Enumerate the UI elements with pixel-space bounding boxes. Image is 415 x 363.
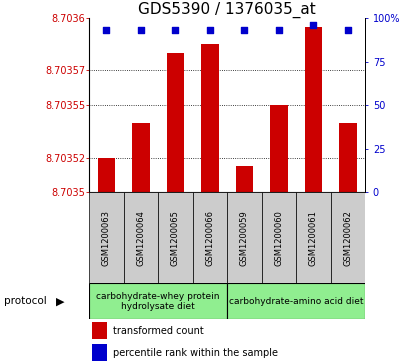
Point	[344, 28, 351, 33]
Text: GSM1200065: GSM1200065	[171, 210, 180, 266]
Bar	[98, 158, 115, 192]
Point	[172, 28, 179, 33]
Bar	[339, 123, 356, 192]
Bar	[92, 322, 107, 339]
Bar	[89, 192, 124, 283]
Text: protocol: protocol	[4, 296, 47, 306]
Point	[241, 28, 248, 33]
Bar	[227, 192, 262, 283]
Point	[138, 28, 144, 33]
Bar	[262, 192, 296, 283]
Bar	[193, 192, 227, 283]
Text: transformed count: transformed count	[113, 326, 203, 336]
Bar	[270, 105, 288, 192]
Bar	[124, 192, 158, 283]
Bar	[201, 44, 219, 192]
Bar	[331, 192, 365, 283]
Bar	[92, 344, 107, 361]
Bar	[236, 166, 253, 192]
Bar	[227, 283, 365, 319]
Text: GSM1200062: GSM1200062	[344, 210, 352, 266]
Text: carbohydrate-amino acid diet: carbohydrate-amino acid diet	[229, 297, 364, 306]
Text: ▶: ▶	[56, 296, 64, 306]
Point	[207, 28, 213, 33]
Bar	[296, 192, 331, 283]
Text: GSM1200061: GSM1200061	[309, 210, 318, 266]
Text: GSM1200060: GSM1200060	[274, 210, 283, 266]
Point	[310, 22, 317, 28]
Text: carbohydrate-whey protein
hydrolysate diet: carbohydrate-whey protein hydrolysate di…	[96, 291, 220, 311]
Text: GSM1200066: GSM1200066	[205, 210, 215, 266]
Text: percentile rank within the sample: percentile rank within the sample	[113, 347, 278, 358]
Bar	[89, 283, 227, 319]
Text: GSM1200063: GSM1200063	[102, 210, 111, 266]
Title: GDS5390 / 1376035_at: GDS5390 / 1376035_at	[138, 2, 316, 18]
Bar	[158, 192, 193, 283]
Text: GSM1200064: GSM1200064	[137, 210, 146, 266]
Bar	[305, 27, 322, 192]
Bar	[167, 53, 184, 192]
Text: GSM1200059: GSM1200059	[240, 210, 249, 266]
Bar	[132, 123, 149, 192]
Point	[276, 28, 282, 33]
Point	[103, 28, 110, 33]
